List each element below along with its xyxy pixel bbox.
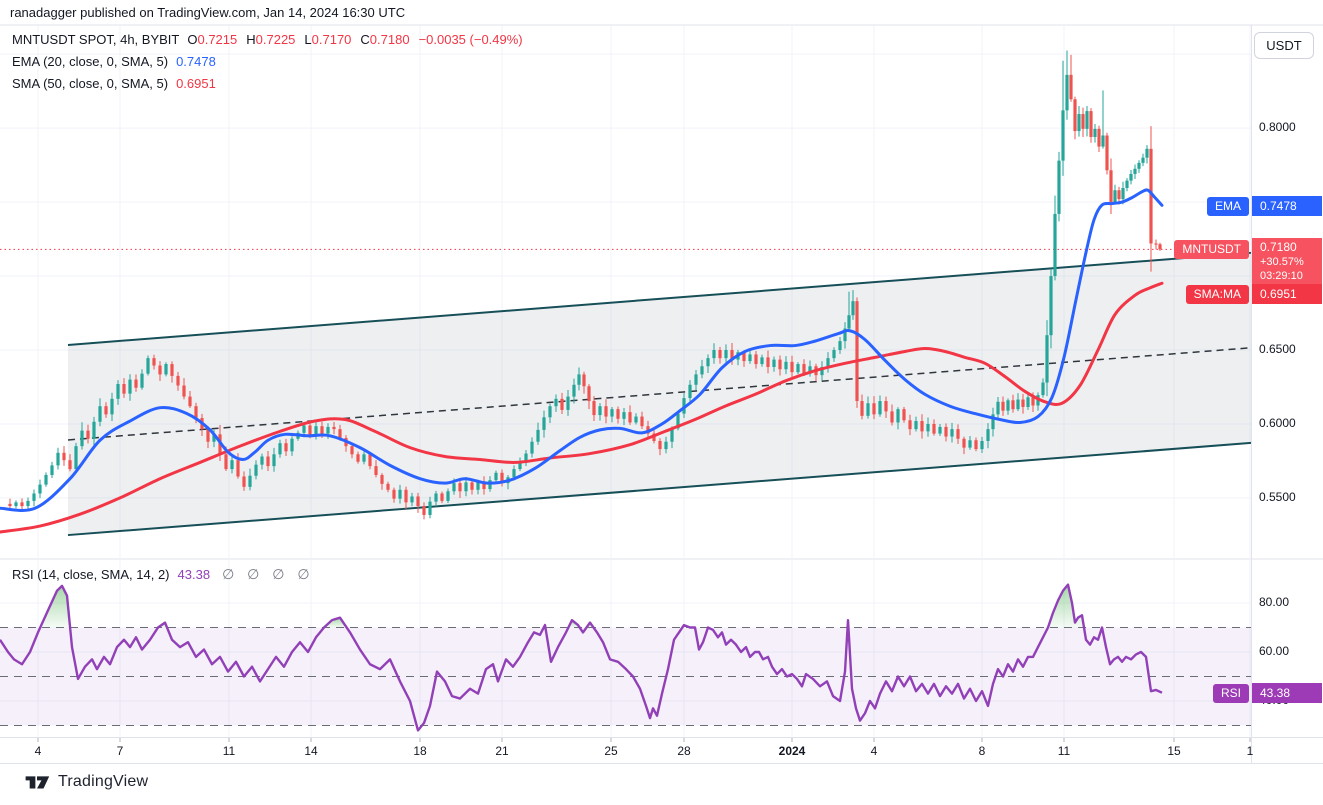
time-tick-label: 4 bbox=[870, 744, 878, 758]
rsi-value-badge: 43.38 bbox=[1252, 683, 1322, 703]
symbol-title: MNTUSDT SPOT, 4h, BYBIT bbox=[12, 32, 180, 47]
currency-unit-button[interactable]: USDT bbox=[1254, 32, 1314, 59]
low-value: 0.7170 bbox=[311, 32, 352, 47]
sma-line-tag: SMA:MA bbox=[1185, 285, 1249, 304]
symbol-price-tag: MNTUSDT bbox=[1174, 240, 1249, 259]
sma-legend-label: SMA (50, close, 0, SMA, 5) bbox=[12, 76, 169, 91]
close-value: 0.7180 bbox=[369, 32, 410, 47]
price-tick-label: 0.6500 bbox=[1259, 342, 1296, 356]
symbol-legend[interactable]: MNTUSDT SPOT, 4h, BYBIT O 0.7215 H 0.7225 … bbox=[12, 32, 523, 47]
rsi-line-tag: RSI bbox=[1212, 684, 1249, 703]
attribution: ranadagger published on TradingView.com,… bbox=[10, 5, 406, 20]
time-tick-label: 7 bbox=[116, 744, 124, 758]
close-key: C bbox=[360, 32, 370, 47]
low-key: L bbox=[304, 32, 312, 47]
ema-value-badge: 0.7478 bbox=[1252, 196, 1322, 216]
change-value: −0.0035 (−0.49%) bbox=[418, 32, 523, 47]
time-tick-label: 2024 bbox=[778, 744, 806, 758]
time-tick-label: 14 bbox=[304, 744, 318, 758]
open-value: 0.7215 bbox=[197, 32, 238, 47]
rsi-legend-value: 43.38 bbox=[177, 567, 211, 582]
footer-brand: TradingView bbox=[24, 770, 148, 794]
sma-legend-value: 0.6951 bbox=[176, 76, 216, 91]
last-price-badge: 0.7180 +30.57% 03:29:10 bbox=[1252, 238, 1322, 285]
high-key: H bbox=[246, 32, 256, 47]
price-change-percent: +30.57% bbox=[1260, 256, 1304, 268]
sma-value-badge: 0.6951 bbox=[1252, 284, 1322, 304]
rsi-tick-label: 80.00 bbox=[1259, 595, 1290, 609]
time-tick-label: 4 bbox=[34, 744, 42, 758]
price-tick-label: 0.5500 bbox=[1259, 489, 1296, 504]
sma-legend[interactable]: SMA (50, close, 0, SMA, 5) 0.6951 bbox=[12, 76, 216, 91]
rsi-legend[interactable]: RSI (14, close, SMA, 14, 2) 43.38 ∅ ∅ ∅ … bbox=[12, 566, 310, 583]
ema-legend-label: EMA (20, close, 0, SMA, 5) bbox=[12, 54, 169, 69]
high-value: 0.7225 bbox=[255, 32, 296, 47]
open-key: O bbox=[187, 32, 198, 47]
brand-name: TradingView bbox=[58, 773, 149, 790]
price-tick-label: 0.8000 bbox=[1259, 120, 1296, 135]
ema-legend[interactable]: EMA (20, close, 0, SMA, 5) 0.7478 bbox=[12, 54, 216, 69]
time-tick-label: 15 bbox=[1167, 744, 1181, 758]
hidden-plot-icons: ∅ ∅ ∅ ∅ bbox=[222, 566, 310, 582]
tradingview-logo-icon bbox=[25, 776, 50, 789]
time-tick-label: 11 bbox=[1057, 744, 1071, 758]
time-tick-label: 21 bbox=[495, 744, 509, 758]
time-tick-label: 1 bbox=[1246, 744, 1254, 758]
time-tick-label: 11 bbox=[222, 744, 236, 758]
last-price-value: 0.7180 bbox=[1260, 240, 1297, 254]
bar-countdown: 03:29:10 bbox=[1260, 270, 1303, 282]
time-scale[interactable]: 4 7 11 14 18 21 25 28 2024 4 8 11 15 1 bbox=[0, 740, 1254, 763]
ema-line-tag: EMA bbox=[1206, 197, 1249, 216]
time-tick-label: 28 bbox=[677, 744, 691, 758]
time-tick-label: 25 bbox=[604, 744, 618, 758]
time-tick-label: 8 bbox=[978, 744, 986, 758]
ema-legend-value: 0.7478 bbox=[176, 54, 216, 69]
rsi-tick-label: 60.00 bbox=[1259, 644, 1290, 658]
ohlc-values: O 0.7215 H 0.7225 L 0.7170 C 0.7180 −0.0035 … bbox=[187, 32, 522, 47]
rsi-legend-label: RSI (14, close, SMA, 14, 2) bbox=[12, 567, 170, 582]
time-tick-label: 18 bbox=[413, 744, 427, 758]
price-tick-label: 0.6000 bbox=[1259, 415, 1296, 430]
